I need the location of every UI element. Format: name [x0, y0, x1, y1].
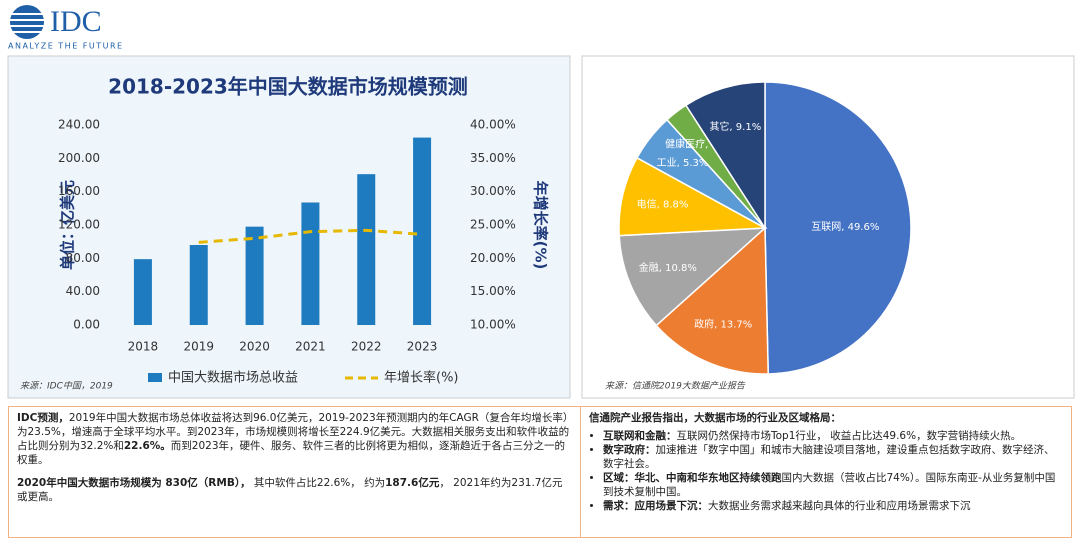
text-run: 其中软件占比22.6%， 约为	[250, 477, 386, 489]
logo-icon	[8, 5, 46, 39]
bullet: 数字政府：加速推进「数字中国」和城市大脑建设项目落地，建设重点包括数字政府、数字…	[603, 443, 1063, 471]
bullet: 需求：应用场景下沉：大数据业务需求越来越向具体的行业和应用场景需求下沉	[603, 499, 1063, 513]
y-tick-label: 80.00	[66, 251, 100, 265]
x-tick-label: 2020	[239, 340, 270, 354]
slice-label: 政府, 13.7%	[694, 317, 752, 330]
y-tick-label: 200.00	[58, 151, 100, 165]
bar	[357, 174, 376, 325]
slice-label: 电信, 8.8%	[637, 198, 689, 211]
y-tick-label: 40.00	[66, 284, 100, 298]
bar	[133, 259, 152, 325]
notes: IDC预测，2019年中国大数据市场总体收益将达到96.0亿美元，2019-20…	[8, 406, 1072, 538]
y-tick-label: 0.00	[73, 318, 100, 332]
legend-swatch	[148, 373, 162, 382]
text-run: 互联网仍然保持市场Top1行业， 收益占比达49.6%，数字营销持续火热。	[676, 430, 1022, 442]
bar	[413, 137, 432, 325]
bar	[189, 245, 208, 325]
y2-tick-label: 25.00%	[470, 218, 516, 232]
pie-slice	[618, 156, 768, 237]
pie-slice	[655, 226, 769, 375]
logo-name: IDC	[50, 5, 102, 38]
text-run: 22.6%。	[123, 440, 171, 452]
slice-label: 互联网, 49.6%	[811, 221, 879, 233]
text-run: 而到2023年，硬件、服务、软件三者的比例将更为相似，逐渐趋近于各占三分之一的权…	[17, 440, 566, 466]
slice-label: 金融, 10.8%	[639, 261, 697, 274]
bullet: 互联网和金融：互联网仍然保持市场Top1行业， 收益占比达49.6%，数字营销持…	[603, 429, 1063, 443]
y2-axis-label: 年增长率(%)	[532, 181, 550, 270]
bullet: 区域：华北、中南和华东地区持续领跑国内大数据（营收占比74%）。国际东南亚-从业…	[603, 471, 1063, 499]
text-run: ， 2021年约为231.7亿元或更高。	[17, 477, 563, 503]
text-run: 互联网和金融：	[603, 430, 677, 442]
x-tick-label: 2019	[183, 340, 214, 354]
x-tick-label: 2018	[128, 340, 159, 354]
pie-slice	[764, 81, 912, 375]
slice-label: 其它, 9.1%	[709, 120, 761, 133]
right-notes: 信通院产业报告指出，大数据市场的行业及区域格局： 互联网和金融：互联网仍然保持市…	[581, 407, 1071, 537]
y-axis-label: 单位：亿美元	[59, 180, 77, 270]
charts: IDC ANALYZE THE FUTURE 2018-2023年中国大数据市场…	[7, 5, 1075, 399]
bar	[301, 202, 320, 325]
text-run: 2019年中国大数据市场总体收益将达到96.0亿美元，2019-2023年预测期…	[17, 412, 570, 452]
text-run: 加速推进「数字中国」和城市大脑建设项目落地，建设重点包括数字政府、数字经济、数字…	[603, 444, 1055, 470]
y2-tick-label: 15.00%	[470, 284, 516, 298]
text-run: 需求：应用场景下沉：	[603, 500, 708, 512]
text-run: 2020年中国大数据市场规模为 830亿（RMB），	[17, 477, 251, 489]
slice-label: 工业, 5.3%	[657, 157, 709, 169]
text-run: 大数据业务需求越来越向具体的行业和应用场景需求下沉	[708, 500, 971, 512]
y2-tick-label: 35.00%	[470, 151, 516, 165]
text-run: 数字政府：	[603, 444, 656, 456]
line	[198, 228, 423, 244]
y-tick-label: 240.00	[58, 118, 100, 132]
y2-tick-label: 20.00%	[470, 251, 516, 265]
chart-title: 2018-2023年中国大数据市场规模预测	[108, 75, 468, 99]
paragraph: IDC预测，2019年中国大数据市场总体收益将达到96.0亿美元，2019-20…	[17, 411, 572, 467]
pie-slice	[684, 81, 766, 231]
y-tick-label: 160.00	[58, 184, 100, 198]
source: 来源：信通院2019大数据产业报告	[605, 381, 746, 392]
y-tick-label: 120.00	[58, 218, 100, 232]
y2-tick-label: 10.00%	[470, 318, 516, 332]
text-run: 187.6亿元	[385, 477, 440, 489]
x-tick-label: 2022	[351, 340, 382, 354]
paragraph: 2020年中国大数据市场规模为 830亿（RMB）， 其中软件占比22.6%， …	[17, 476, 572, 504]
bar-panel	[7, 55, 571, 399]
legend-label: 中国大数据市场总收益	[168, 370, 298, 386]
right-list: 互联网和金融：互联网仍然保持市场Top1行业， 收益占比达49.6%，数字营销持…	[589, 429, 1063, 513]
y2-tick-label: 30.00%	[470, 184, 516, 198]
bar	[245, 226, 264, 325]
text-run: IDC预测，	[17, 412, 69, 424]
legend-label: 年增长率(%)	[384, 370, 459, 386]
left-notes: IDC预测，2019年中国大数据市场总体收益将达到96.0亿美元，2019-20…	[9, 407, 581, 537]
y2-tick-label: 40.00%	[470, 118, 516, 132]
x-tick-label: 2021	[295, 340, 326, 354]
logo-tagline: ANALYZE THE FUTURE	[8, 42, 124, 51]
text-run: 国内大数据（营收占比74%）。国际东南亚-从业务复制中国到技术复制中国。	[603, 472, 1056, 498]
text-run: 区域：华北、中南和华东地区持续领跑	[603, 472, 782, 484]
source: 来源：IDC中国，2019	[20, 381, 113, 392]
pie-slice	[618, 227, 768, 327]
right-heading: 信通院产业报告指出，大数据市场的行业及区域格局：	[589, 412, 841, 424]
x-tick-label: 2023	[407, 340, 438, 354]
